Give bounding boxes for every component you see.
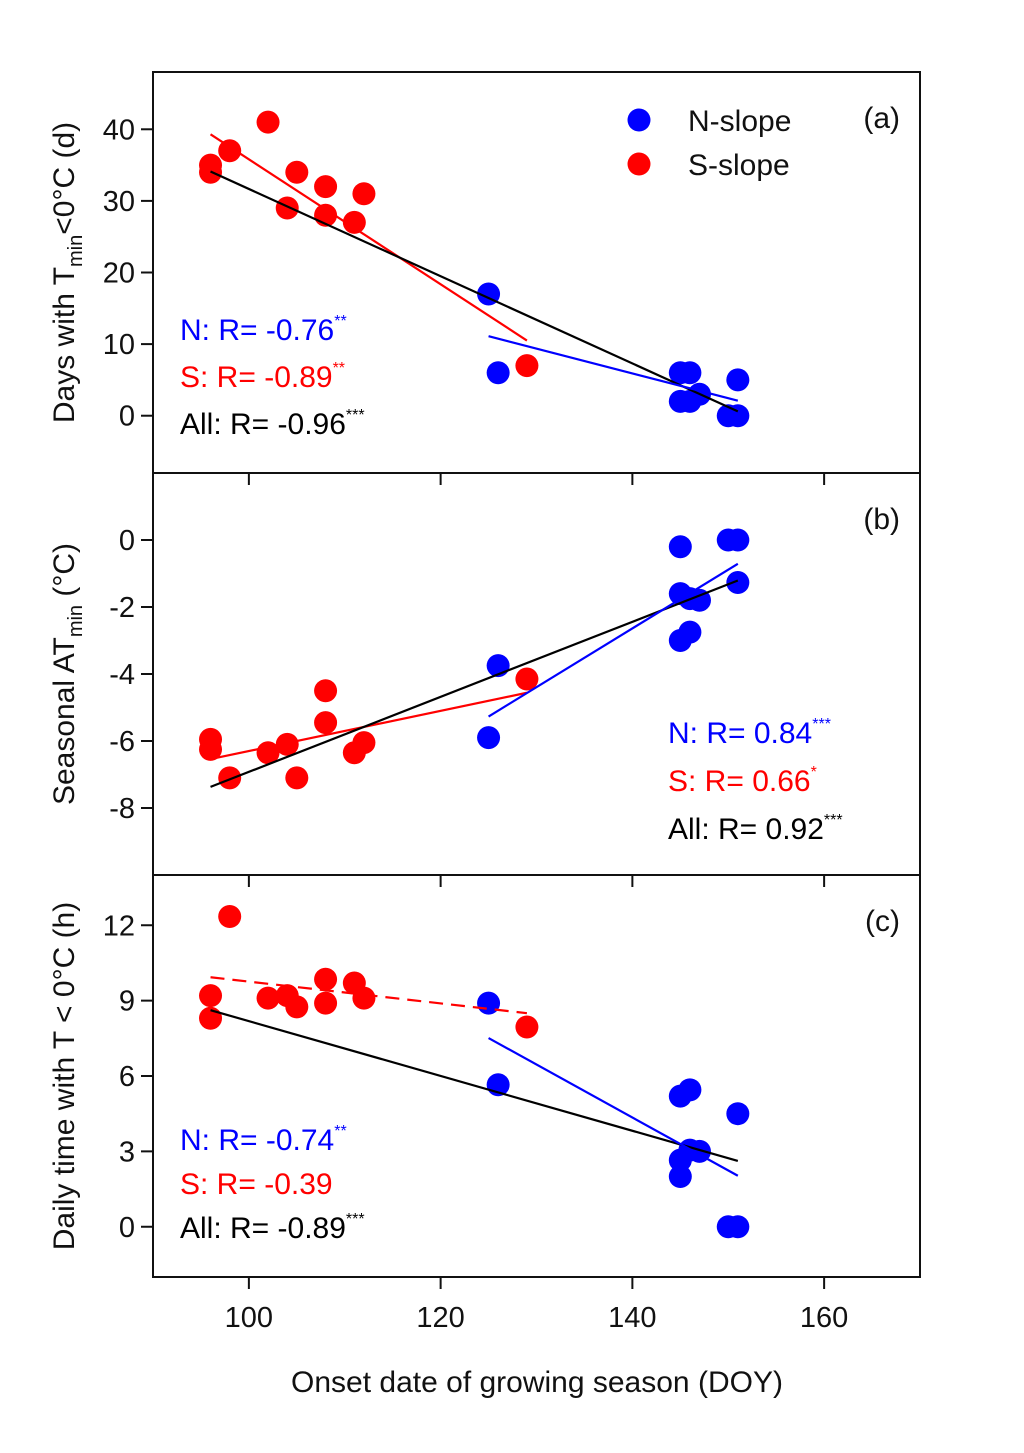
data-point-s-slope xyxy=(314,991,338,1015)
fit-line-all xyxy=(210,579,739,788)
x-tick-label: 100 xyxy=(225,1302,273,1334)
data-point-s-slope xyxy=(314,679,338,703)
y-axis-label: Seasonal ATmin (°C) xyxy=(48,543,87,805)
data-point-s-slope xyxy=(218,904,242,928)
r-annotation-n-slope: N: R= 0.84*** xyxy=(668,716,831,750)
r-annotation-s-slope: S: R= -0.39 xyxy=(180,1168,333,1201)
panel-label: (c) xyxy=(865,905,900,938)
data-point-s-slope xyxy=(218,766,242,790)
y-tick-label: 30 xyxy=(103,186,135,218)
y-tick-label: 40 xyxy=(103,114,135,146)
y-axis-label: Days with Tmin<0°C (d) xyxy=(48,122,87,423)
y-tick-label: -6 xyxy=(109,726,135,758)
fit-line-all xyxy=(210,1009,739,1162)
data-point-n-slope xyxy=(726,1215,750,1239)
r-annotation-n-slope: N: R= -0.76** xyxy=(180,313,347,347)
data-point-s-slope xyxy=(285,766,309,790)
data-point-n-slope xyxy=(678,1078,702,1102)
data-point-s-slope xyxy=(352,731,376,755)
r-annotation-all: All: R= -0.96*** xyxy=(180,407,365,441)
data-point-s-slope xyxy=(314,711,338,735)
data-point-n-slope xyxy=(486,361,510,385)
data-point-n-slope xyxy=(678,620,702,644)
legend-marker-n-slope xyxy=(627,108,651,132)
y-tick-label: 6 xyxy=(119,1061,135,1093)
y-axis-label: Daily time with T < 0°C (h) xyxy=(48,902,81,1251)
data-point-s-slope xyxy=(199,1006,223,1030)
data-point-n-slope xyxy=(726,528,750,552)
panel-label: (a) xyxy=(863,102,900,135)
fit-line-n-slope xyxy=(488,1037,739,1177)
y-tick-label: 9 xyxy=(119,986,135,1018)
data-point-s-slope xyxy=(275,732,299,756)
panel-b: 0 -2 -4 -6 -8 Seasonal ATmin (°C) (b) N: R= 0.8… xyxy=(48,472,921,887)
data-point-s-slope xyxy=(285,995,309,1019)
r-annotation-s-slope: S: R= 0.66* xyxy=(668,764,817,798)
y-tick-label: 10 xyxy=(103,329,135,361)
r-annotation-n-slope: N: R= -0.74** xyxy=(180,1123,347,1157)
fit-line-all xyxy=(210,170,739,413)
legend: N-slope S-slope xyxy=(627,105,791,182)
data-point-n-slope xyxy=(726,1102,750,1126)
panel-c: 0 3 6 9 12 100 120 140 160 Daily time with T < 0°… xyxy=(48,874,921,1334)
data-point-s-slope xyxy=(275,196,299,220)
data-point-n-slope xyxy=(668,535,692,559)
data-point-s-slope xyxy=(256,986,280,1010)
x-tick-label: 120 xyxy=(416,1302,464,1334)
data-point-n-slope xyxy=(726,368,750,392)
data-point-n-slope xyxy=(678,361,702,385)
r-annotation-s-slope: S: R= -0.89** xyxy=(180,360,345,394)
data-point-s-slope xyxy=(352,986,376,1010)
data-point-s-slope xyxy=(515,1015,539,1039)
fit-line-s-slope xyxy=(210,976,528,1015)
y-tick-label: -4 xyxy=(109,659,135,691)
data-point-n-slope xyxy=(477,726,501,750)
fit-line-n-slope xyxy=(488,335,739,402)
legend-marker-s-slope xyxy=(627,152,651,176)
data-point-s-slope xyxy=(314,175,338,199)
panel-label: (b) xyxy=(863,503,900,536)
data-point-s-slope xyxy=(285,160,309,184)
data-point-s-slope xyxy=(199,737,223,761)
r-annotation-all: All: R= 0.92*** xyxy=(668,812,843,846)
data-point-s-slope xyxy=(515,354,539,378)
y-tick-label: 12 xyxy=(103,910,135,942)
x-axis-label: Onset date of growing season (DOY) xyxy=(291,1366,783,1399)
y-tick-label: 3 xyxy=(119,1136,135,1168)
data-point-n-slope xyxy=(668,1165,692,1188)
y-tick-label: -2 xyxy=(109,592,135,624)
data-point-s-slope xyxy=(199,984,223,1008)
y-tick-label: 0 xyxy=(119,525,135,557)
data-point-s-slope xyxy=(256,110,280,134)
y-tick-label: -8 xyxy=(109,793,135,825)
y-tick-label: 20 xyxy=(103,258,135,290)
data-point-s-slope xyxy=(352,182,376,206)
x-tick-label: 160 xyxy=(800,1302,848,1334)
data-point-s-slope xyxy=(218,139,242,163)
data-point-n-slope xyxy=(477,991,501,1015)
data-point-s-slope xyxy=(256,741,280,765)
y-tick-label: 0 xyxy=(119,1212,135,1244)
data-point-s-slope xyxy=(314,967,338,991)
data-point-n-slope xyxy=(687,588,711,612)
fit-line-n-slope xyxy=(487,562,739,718)
panel-a: 0 10 20 30 40 Days with Tmin<0°C (d) (a) N: R= … xyxy=(48,71,921,485)
data-point-s-slope xyxy=(342,210,366,234)
data-point-s-slope xyxy=(515,667,539,691)
fit-line-s-slope xyxy=(209,133,528,342)
r-annotation-all: All: R= -0.89*** xyxy=(180,1211,365,1245)
x-tick-label: 140 xyxy=(608,1302,656,1334)
legend-label: S-slope xyxy=(688,149,790,182)
y-tick-label: 0 xyxy=(119,401,135,433)
data-point-n-slope xyxy=(726,571,750,595)
legend-label: N-slope xyxy=(688,105,791,138)
